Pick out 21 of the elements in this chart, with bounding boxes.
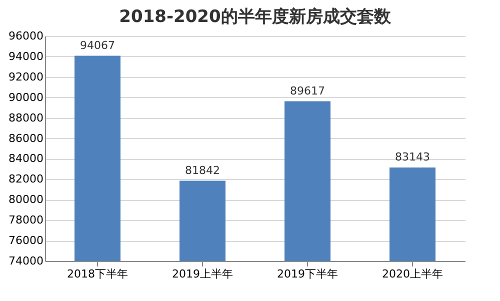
y-tick-label: 94000 [8, 50, 44, 63]
data-label: 83143 [395, 150, 430, 164]
y-tick-label: 92000 [8, 70, 44, 84]
x-tick-label: 2018下半年 [67, 268, 128, 280]
x-tick-label: 2020上半年 [382, 268, 443, 280]
y-tick-label: 74000 [8, 254, 44, 268]
y-tick-label: 90000 [8, 90, 44, 104]
y-tick-label: 76000 [8, 234, 44, 248]
x-tick-label: 2019上半年 [172, 268, 233, 280]
chart-title: 2018-2020的半年度新房成交套数 [119, 7, 392, 27]
y-tick-label: 78000 [8, 214, 44, 227]
y-tick-label: 86000 [8, 132, 44, 145]
y-tick-label: 82000 [8, 172, 44, 186]
data-label: 89617 [290, 84, 325, 98]
y-tick-label: 88000 [8, 111, 44, 124]
y-tick-label: 80000 [8, 193, 44, 206]
data-label: 81842 [185, 164, 220, 177]
y-tick-label: 96000 [8, 30, 44, 42]
data-label: 94067 [80, 38, 115, 52]
x-tick-label: 2019下半年 [277, 268, 338, 280]
y-tick-label: 84000 [8, 152, 44, 166]
